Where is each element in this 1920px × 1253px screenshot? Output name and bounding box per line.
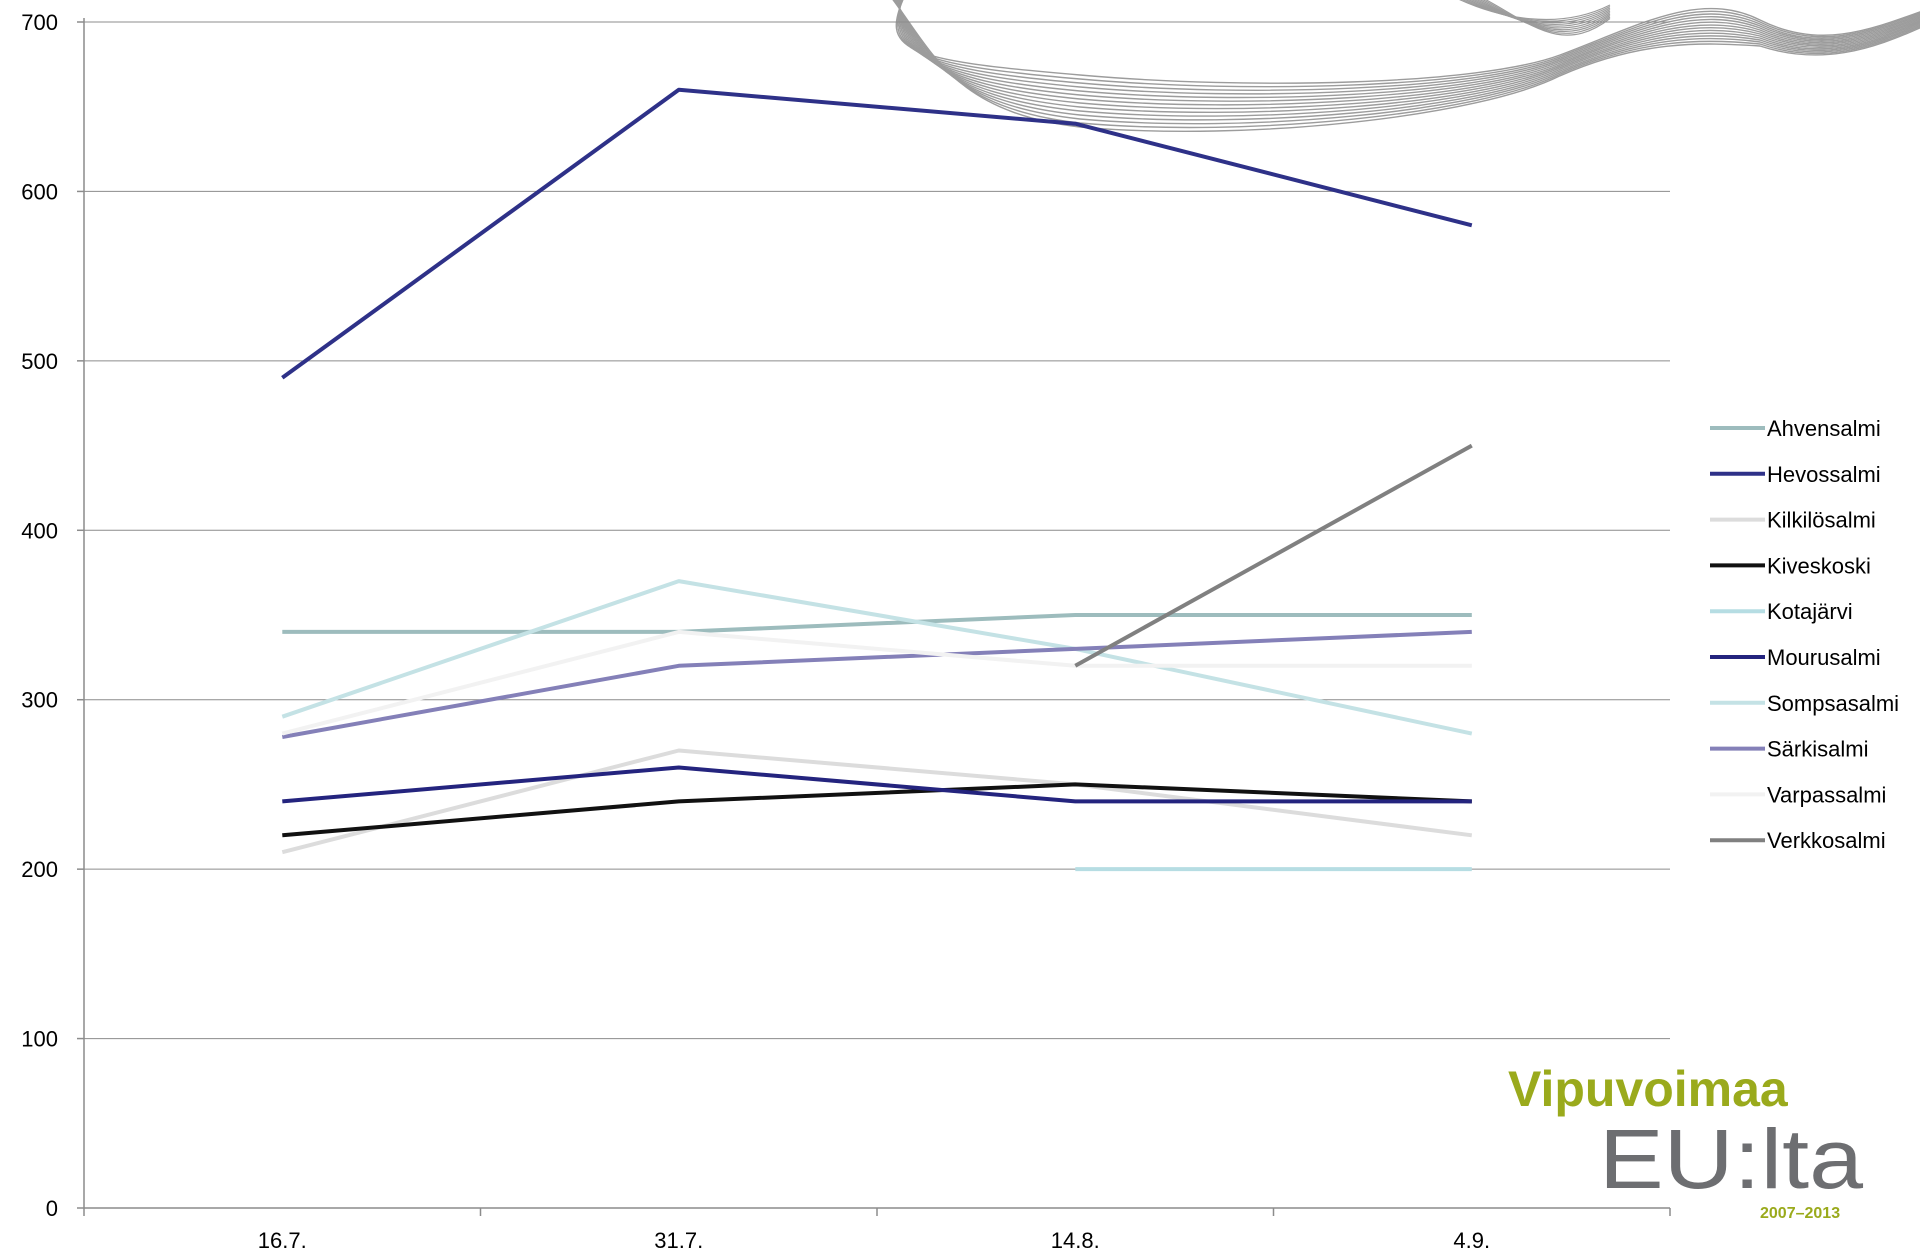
ribbon-strand bbox=[893, 0, 1920, 129]
series-line-kiveskoski bbox=[282, 782, 1472, 838]
legend-label-verkkosalmi: Verkkosalmi bbox=[1767, 828, 1886, 853]
y-axis-tick-labels: 0 100 200 300 400 500 600 700 bbox=[21, 10, 58, 1221]
ribbon-strand bbox=[897, 0, 1920, 106]
decorative-ribbon-graphic bbox=[892, 0, 1920, 132]
legend-label-hevossalmi: Hevossalmi bbox=[1767, 462, 1881, 487]
x-tick-label: 4.9. bbox=[1453, 1228, 1490, 1253]
y-tick-label: 400 bbox=[21, 518, 58, 543]
y-tick-label: 700 bbox=[21, 10, 58, 35]
x-tick-label: 31.7. bbox=[654, 1228, 703, 1253]
gridlines bbox=[84, 21, 1670, 1040]
legend-label-sarkisalmi: Särkisalmi bbox=[1767, 737, 1868, 762]
axes bbox=[77, 18, 1671, 1216]
series-line-varpassalmi bbox=[281, 629, 1472, 736]
ribbon-strand bbox=[1467, 0, 1611, 26]
series-lines bbox=[281, 87, 1473, 872]
series-line-kilkilosalmi bbox=[281, 748, 1473, 855]
y-tick-label: 500 bbox=[21, 349, 58, 374]
series-line-hevossalmi bbox=[281, 87, 1473, 380]
series-line-mourusalmi bbox=[282, 765, 1472, 804]
ribbon-strand bbox=[892, 0, 1920, 132]
ribbon-strand bbox=[898, 0, 1920, 91]
logo-years: 2007–2013 bbox=[1760, 1205, 1840, 1222]
ribbon-strand bbox=[897, 0, 1920, 110]
series-line-verkkosalmi bbox=[1074, 443, 1473, 668]
y-tick-label: 0 bbox=[46, 1196, 58, 1221]
ribbon-strand bbox=[1459, 0, 1611, 21]
ribbon-strand bbox=[1470, 0, 1611, 27]
ribbon-strand bbox=[898, 0, 1920, 95]
legend-label-ahvensalmi: Ahvensalmi bbox=[1767, 416, 1881, 441]
legend-label-kilkilosalmi: Kilkilösalmi bbox=[1767, 508, 1876, 533]
ribbon-strand bbox=[895, 0, 1920, 84]
legend-label-kiveskoski: Kiveskoski bbox=[1767, 553, 1871, 578]
ribbon-strand bbox=[893, 0, 1920, 125]
series-line-sarkisalmi bbox=[281, 629, 1472, 739]
legend: Ahvensalmi Hevossalmi Kilkilösalmi Kiveskos… bbox=[1710, 416, 1899, 853]
ribbon-strand bbox=[1482, 0, 1611, 34]
ribbon-strand bbox=[1476, 0, 1611, 31]
ribbon-strand bbox=[895, 0, 1920, 117]
ribbon-strand bbox=[1479, 0, 1611, 33]
x-axis-tick-labels: 16.7. 31.7. 14.8. 4.9. bbox=[258, 1228, 1490, 1253]
logo-line1: Vipuvoimaa bbox=[1508, 1061, 1789, 1117]
legend-label-sompsasalmi: Sompsasalmi bbox=[1767, 691, 1899, 716]
ribbon-strand bbox=[894, 0, 1920, 121]
x-tick-label: 14.8. bbox=[1051, 1228, 1100, 1253]
vipuvoimaa-eu-logo: Vipuvoimaa EU:lta 2007–2013 bbox=[1508, 1061, 1863, 1222]
x-tick-label: 16.7. bbox=[258, 1228, 307, 1253]
ribbon-strand bbox=[896, 0, 1920, 113]
legend-label-kotajarvi: Kotajärvi bbox=[1767, 599, 1853, 624]
legend-label-mourusalmi: Mourusalmi bbox=[1767, 645, 1881, 670]
legend-label-varpassalmi: Varpassalmi bbox=[1767, 782, 1886, 807]
ribbon-strand bbox=[899, 0, 1920, 99]
logo-line2: EU:lta bbox=[1599, 1112, 1863, 1206]
y-tick-label: 100 bbox=[21, 1027, 58, 1052]
series-line-sompsasalmi bbox=[281, 579, 1473, 736]
ribbon-strand bbox=[1473, 0, 1611, 29]
ribbon-strand bbox=[898, 0, 1920, 102]
ribbon-strand bbox=[1462, 0, 1611, 22]
y-tick-label: 300 bbox=[21, 688, 58, 713]
ribbon-strand bbox=[1485, 0, 1611, 36]
series-line-ahvensalmi bbox=[282, 613, 1472, 634]
y-tick-label: 200 bbox=[21, 857, 58, 882]
ribbon-strand bbox=[1464, 0, 1611, 24]
y-tick-label: 600 bbox=[21, 179, 58, 204]
ribbon-strand bbox=[896, 0, 1920, 88]
